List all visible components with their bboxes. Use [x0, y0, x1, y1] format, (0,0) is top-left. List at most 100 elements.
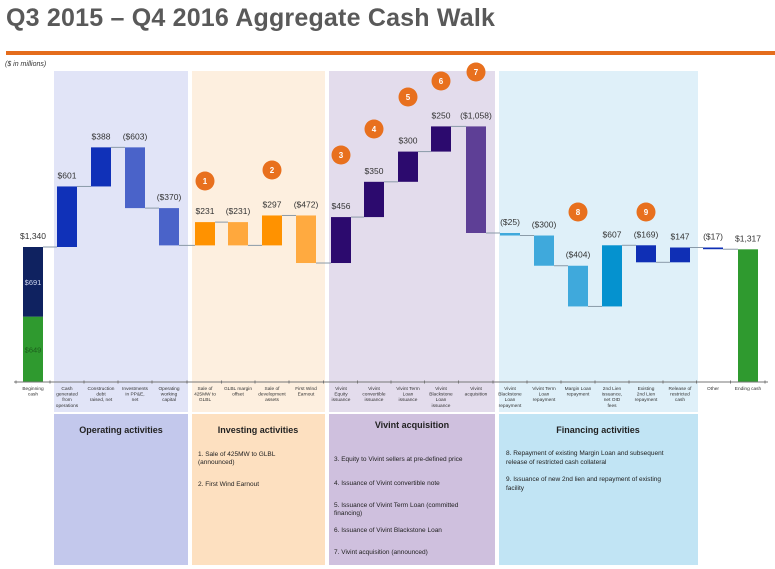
category-label-line: issuance,	[602, 392, 622, 398]
category-label: First Wind Earnout	[295, 386, 317, 398]
bar-19	[670, 247, 690, 263]
category-label-line: Vivint	[435, 386, 447, 392]
category-label-line: Blackstone	[498, 392, 522, 398]
bar-9	[331, 217, 351, 264]
category-label-line: Beginning	[22, 386, 44, 392]
badge-circle-7	[466, 62, 486, 82]
badge-number-1: 1	[203, 177, 208, 186]
value-label: ($300)	[532, 220, 557, 230]
value-label: ($17)	[703, 232, 723, 242]
value-label: ($25)	[500, 217, 520, 227]
bar-14	[500, 232, 520, 236]
category-label-line: Ending cash	[735, 386, 762, 392]
category-label: Other	[707, 386, 719, 392]
bar-12	[431, 126, 451, 152]
category-label: Construction debt raised, net	[88, 386, 115, 403]
bar-6	[228, 222, 248, 246]
category-label-line: repayment	[567, 392, 590, 398]
financing-note-line: 8. Repayment of existing Margin Loan and…	[506, 450, 664, 457]
category-label: Cash generated from operations	[56, 386, 79, 409]
financing-panel	[499, 71, 698, 412]
category-label: Beginning cash	[22, 386, 44, 398]
units-note: ($ in millions)	[5, 61, 47, 68]
category-label: Vivint Equity issuance	[332, 386, 351, 403]
value-label: ($169)	[634, 229, 659, 239]
value-label: $388	[92, 131, 111, 141]
badge-circle-4	[364, 119, 384, 139]
value-label: $601	[58, 170, 77, 180]
category-label-line: 425MW to	[194, 392, 216, 398]
category-label-line: issuance	[432, 403, 451, 409]
category-label-line: generated	[56, 392, 78, 398]
badge-circle-9	[636, 202, 656, 222]
value-label: ($370)	[157, 192, 182, 202]
category-label: Ending cash	[735, 386, 762, 392]
category-label: Vivint acquisition	[465, 386, 488, 398]
category-label-line: Loan	[403, 392, 414, 398]
category-label-line: Loan	[539, 392, 550, 398]
category-label-line: Earnout	[298, 392, 315, 398]
vivint-box-title: Vivint acquisition	[375, 420, 449, 430]
value-label: $231	[196, 206, 215, 216]
segment-label-bottom: $649	[25, 345, 42, 354]
bar-17	[602, 245, 622, 307]
segment-label-top: $691	[25, 278, 42, 287]
vivint-description-box	[329, 414, 495, 565]
category-label-line: from	[62, 397, 72, 403]
category-label-line: Sale of	[198, 386, 214, 392]
category-label-line: fees	[607, 403, 617, 409]
category-label: GLBL margin offset	[224, 386, 252, 398]
category-label-line: GLBL	[199, 397, 212, 403]
bar-8	[296, 215, 316, 264]
category-label-line: assets	[265, 397, 279, 403]
category-label-line: repayment	[533, 397, 556, 403]
category-label: Release of restricted cash	[669, 386, 693, 403]
value-label: $1,317	[735, 233, 761, 243]
financing-box-title: Financing activities	[556, 425, 640, 435]
value-label: $456	[332, 201, 351, 211]
vivint-note-line: financing)	[334, 510, 362, 517]
investing-description-box	[192, 414, 325, 565]
badge-circle-5	[398, 87, 418, 107]
category-label-line: Vivint	[470, 386, 482, 392]
category-label: Vivint Term Loan repayment	[532, 386, 556, 403]
category-label-line: Equity	[334, 392, 348, 398]
badge-circle-3	[331, 145, 351, 165]
category-label: Operating working capital	[158, 386, 179, 403]
value-label: $147	[671, 232, 690, 242]
category-label-line: capital	[162, 397, 176, 403]
category-label: 2nd Lien issuance, net OID fees	[602, 386, 622, 409]
bar-4	[159, 208, 179, 246]
category-label-line: 2nd Lien	[637, 392, 656, 398]
category-label: Vivint convertible issuance	[362, 386, 386, 403]
category-label-line: working	[161, 392, 178, 398]
category-label-line: issuance	[365, 397, 384, 403]
value-label: ($1,058)	[460, 110, 492, 120]
category-label: Vivint Blackstone Loan issuance	[429, 386, 453, 409]
operating-box-title: Operating activities	[79, 425, 163, 435]
category-label-line: Vivint Term	[396, 386, 420, 392]
bar-15	[534, 235, 554, 266]
badge-number-7: 7	[474, 68, 479, 77]
badge-number-8: 8	[576, 208, 581, 217]
value-label: $300	[399, 136, 418, 146]
category-label-line: Loan	[436, 397, 447, 403]
vivint-panel	[329, 71, 495, 412]
badge-number-4: 4	[372, 125, 377, 134]
category-label: Existing 2nd Lien repayment	[635, 386, 658, 403]
category-label-line: convertible	[362, 392, 386, 398]
bar-5	[195, 222, 215, 246]
badge-number-2: 2	[270, 166, 275, 175]
badge-number-5: 5	[406, 93, 411, 102]
category-label-line: net	[132, 397, 139, 403]
category-label-line: Other	[707, 386, 719, 392]
value-label: $350	[365, 166, 384, 176]
vivint-note-line: 4. Issuance of Vivint convertible note	[334, 480, 440, 487]
bar-10	[364, 181, 384, 218]
category-label-line: Investments	[122, 386, 148, 392]
category-label-line: repayment	[635, 397, 658, 403]
badge-number-3: 3	[339, 151, 344, 160]
category-label-line: restricted	[670, 392, 690, 398]
badge-circle-1	[195, 171, 215, 191]
